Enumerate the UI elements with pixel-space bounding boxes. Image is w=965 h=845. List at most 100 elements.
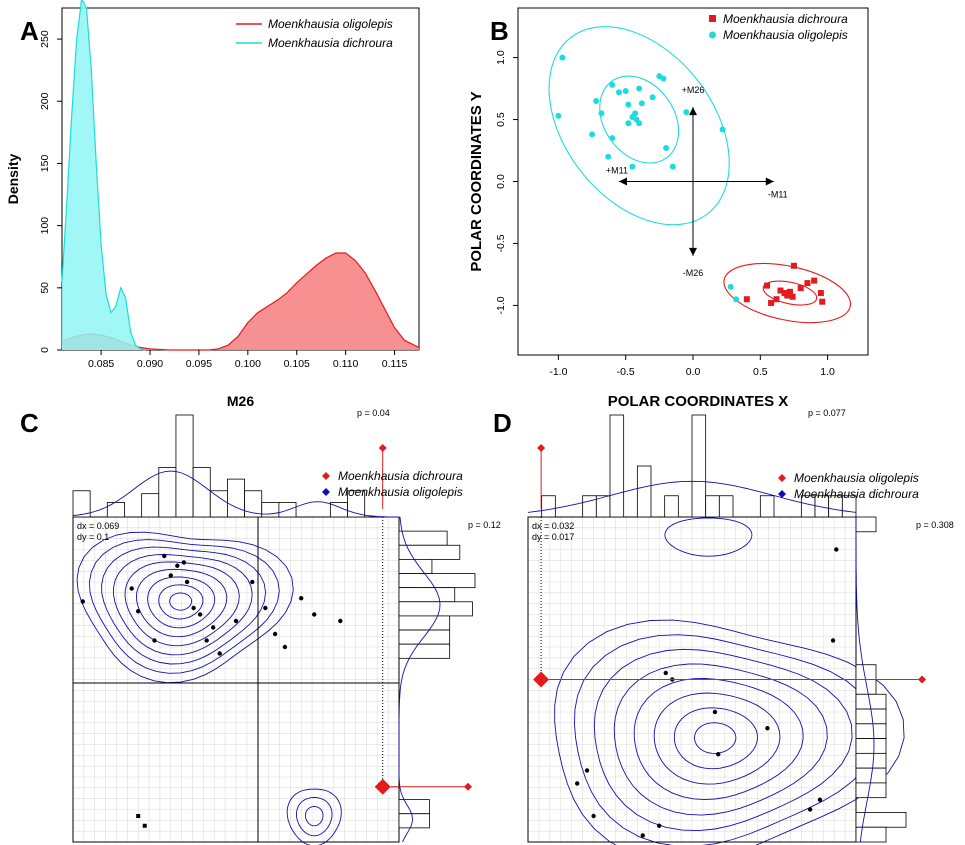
- x-tick-label: 1.0: [820, 366, 835, 378]
- scatter-point: [312, 612, 317, 617]
- right-histogram-bar: [855, 516, 877, 533]
- scatter-point-oligolepis: [636, 85, 643, 92]
- dx-value: dx = 0.032: [532, 521, 574, 531]
- arrow-head: [689, 247, 697, 256]
- scatter-point: [657, 823, 662, 828]
- arrow-head: [765, 177, 774, 186]
- arrow-head: [618, 177, 627, 186]
- scatter-point-oligolepis: [669, 163, 676, 170]
- right-histogram-bar: [855, 693, 887, 710]
- x-tick-label: -0.5: [617, 366, 635, 378]
- scatter-point: [162, 553, 167, 559]
- x-tick-label: 0.105: [284, 358, 310, 370]
- density-contour: [664, 517, 753, 557]
- top-histogram-bar: [209, 490, 228, 518]
- scatter-point-dichroura: [773, 296, 780, 303]
- scatter-point: [204, 638, 209, 643]
- scatter-point: [175, 563, 180, 568]
- scatter-point-oligolepis: [625, 120, 632, 127]
- scatter-point: [807, 807, 813, 812]
- confidence-ellipse: [548, 26, 730, 226]
- y-axis-label: POLAR COORDINATES Y: [468, 91, 485, 271]
- scatter-point: [716, 752, 721, 757]
- right-histogram-bar: [398, 615, 451, 631]
- x-tick-label: 0.095: [186, 358, 212, 370]
- y-tick-label: 0: [39, 347, 51, 353]
- x-tick-label: 0.115: [382, 358, 408, 370]
- right-histogram-bar: [398, 601, 473, 617]
- scatter-point: [191, 605, 196, 611]
- legend-entry: Moenkhausia oligolepis: [794, 471, 919, 485]
- density-contour: [286, 788, 342, 845]
- scatter-point-oligolepis: [636, 120, 643, 127]
- scatter-point-oligolepis: [638, 100, 645, 107]
- density-contour: [88, 539, 280, 674]
- scatter-point-oligolepis: [663, 145, 670, 152]
- scatter-point: [834, 547, 839, 552]
- right-histogram-bar: [398, 643, 451, 659]
- density-contour: [135, 568, 228, 638]
- right-histogram-bar: [855, 723, 887, 739]
- right-histogram-bar: [855, 664, 877, 680]
- arrow-label: +M11: [606, 166, 628, 176]
- scatter-point-oligolepis: [733, 296, 740, 303]
- arrow-label: -M11: [768, 190, 788, 200]
- confidence-ellipse: [762, 280, 818, 306]
- y-tick-label: -1.0: [495, 296, 507, 314]
- x-tick-label: 0.085: [88, 358, 114, 370]
- scatter-point-oligolepis: [615, 89, 622, 96]
- x-tick-label: 0.100: [235, 358, 261, 370]
- scatter-point-oligolepis: [609, 135, 616, 142]
- scatter-point: [338, 618, 343, 624]
- right-histogram-bar: [398, 587, 456, 603]
- right-histogram-bar: [398, 544, 461, 560]
- scatter-point-oligolepis: [589, 131, 596, 138]
- marginal-marker: [918, 675, 926, 684]
- scatter-point-dichroura: [777, 287, 784, 294]
- scatter-point-dichroura: [804, 280, 811, 287]
- density-contour: [574, 634, 879, 845]
- p-value-right: p = 0.308: [916, 520, 954, 530]
- scatter-point-oligolepis: [593, 97, 600, 104]
- scatter-point: [817, 797, 823, 802]
- right-histogram-bar: [398, 813, 430, 829]
- scatter-point-oligolepis: [609, 81, 616, 88]
- p-value-top: p = 0.04: [357, 408, 390, 418]
- top-histogram-bar: [227, 478, 245, 518]
- top-histogram-bar: [261, 502, 280, 518]
- x-tick-label: 0.0: [686, 366, 701, 378]
- density-area-oligolepis: [62, 253, 419, 350]
- scatter-point: [640, 833, 645, 838]
- arrow-label: -M26: [683, 268, 704, 278]
- x-tick-label: -1.0: [549, 366, 567, 378]
- scatter-point-dichroura: [768, 299, 775, 306]
- scatter-point-oligolepis: [605, 153, 612, 160]
- density-contour: [169, 592, 193, 611]
- top-histogram-bar: [72, 490, 91, 518]
- scatter-point: [217, 651, 222, 656]
- scatter-point-oligolepis: [719, 126, 726, 133]
- top-density-curve: [527, 480, 857, 513]
- dy-value: dy = 0.017: [532, 532, 574, 542]
- scatter-point-oligolepis: [622, 88, 629, 95]
- scatter-point-dichroura: [817, 290, 824, 297]
- right-histogram-bar: [855, 826, 887, 843]
- scatter-point: [765, 726, 770, 731]
- legend-entry: Moenkhausia oligolepis: [723, 28, 848, 42]
- scatter-point-oligolepis: [629, 163, 636, 170]
- legend-entry: Moenkhausia dichroura: [723, 12, 848, 26]
- scatter-point: [197, 612, 203, 617]
- scatter-point-oligolepis: [727, 283, 734, 290]
- density-contour: [295, 797, 333, 837]
- scatter-point: [830, 638, 836, 643]
- top-histogram-bar: [609, 414, 625, 518]
- scatter-point: [142, 823, 147, 828]
- density-contour: [633, 678, 804, 801]
- scatter-point: [299, 596, 304, 601]
- focal-specimen-marker: [374, 778, 391, 795]
- density-contour: [76, 531, 294, 684]
- scatter-point-oligolepis: [683, 109, 690, 116]
- scatter-point-dichroura: [786, 291, 793, 298]
- scatter-point: [136, 609, 141, 614]
